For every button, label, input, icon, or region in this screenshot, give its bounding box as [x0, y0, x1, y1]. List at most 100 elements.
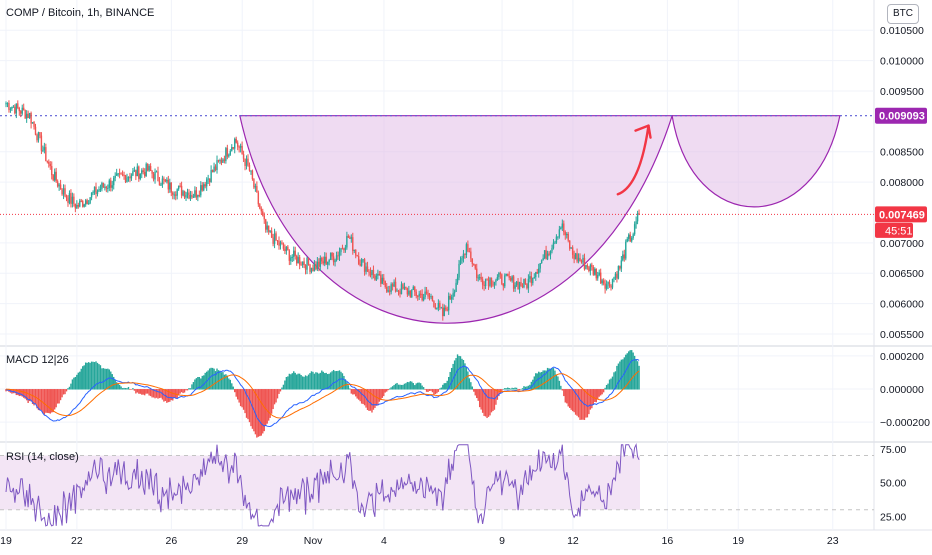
macd-histogram-bar: [571, 389, 574, 412]
candle-body: [427, 293, 429, 297]
macd-histogram-bar: [104, 368, 106, 390]
candle-body: [447, 295, 450, 311]
macd-histogram-bar: [284, 380, 286, 390]
candle-body: [216, 160, 218, 170]
macd-histogram-bar: [452, 363, 454, 390]
candle-body: [629, 234, 631, 242]
candle-body: [588, 267, 590, 272]
handle-pattern-shape: [671, 115, 841, 208]
macd-histogram-bar: [298, 373, 301, 390]
macd-histogram-bar: [83, 365, 85, 390]
candle-body: [310, 267, 313, 272]
macd-histogram-bar: [512, 388, 515, 390]
candle-body: [434, 307, 437, 309]
candle-body: [56, 181, 59, 187]
macd-histogram-bar: [64, 389, 66, 395]
candle-body: [419, 293, 422, 295]
candle-body: [332, 256, 335, 263]
macd-histogram-bar: [287, 376, 289, 390]
candle-body: [297, 257, 299, 264]
candle-body: [409, 290, 412, 298]
candle-body: [33, 122, 35, 127]
macd-histogram-bar: [403, 383, 406, 390]
macd-histogram-bar: [507, 387, 509, 390]
candle-body: [269, 230, 271, 232]
candle-body: [138, 166, 140, 179]
candle-body: [173, 194, 175, 196]
candle-body: [496, 277, 499, 281]
macd-histogram-bar: [324, 373, 326, 390]
macd-histogram-bar: [265, 389, 267, 426]
candle-body: [402, 284, 404, 289]
candle-body: [265, 219, 267, 230]
candle-body: [250, 170, 252, 172]
macd-histogram-bar: [620, 359, 623, 390]
macd-histogram-bar: [437, 389, 440, 392]
macd-histogram-bar: [92, 361, 94, 390]
price-tick-label: 0.010500: [880, 25, 924, 37]
candle-body: [20, 111, 22, 114]
candle-body: [527, 278, 530, 289]
candle-body: [580, 261, 583, 263]
macd-histogram-bar: [309, 373, 311, 390]
candle-body: [517, 281, 519, 290]
price-tick-label: 0.010000: [880, 56, 924, 68]
macd-histogram-bar: [110, 371, 112, 390]
candle-body: [186, 192, 189, 195]
candle-body: [352, 237, 354, 251]
candle-body: [203, 184, 205, 191]
macd-histogram-bar: [394, 383, 397, 390]
candle-body: [98, 189, 100, 192]
candle-body: [82, 200, 84, 207]
macd-histogram-bar: [561, 389, 564, 391]
macd-histogram-bar: [142, 389, 144, 395]
macd-histogram-bar: [301, 376, 304, 390]
candle-body: [552, 242, 555, 249]
candle-body: [473, 263, 475, 265]
candle-body: [411, 289, 413, 298]
candle-body: [610, 285, 612, 288]
candle-body: [285, 246, 288, 252]
candle-body: [267, 225, 270, 232]
macd-histogram-bar: [300, 375, 302, 390]
macd-histogram-bar: [182, 389, 184, 394]
candle-body: [179, 185, 181, 187]
macd-tick-label: −0.000200: [880, 417, 930, 429]
macd-histogram-bar: [326, 374, 329, 390]
candle-body: [365, 266, 367, 272]
candle-body: [421, 293, 423, 301]
macd-histogram-bar: [453, 360, 456, 390]
macd-histogram-bar: [84, 362, 87, 390]
macd-histogram-bar: [493, 389, 496, 410]
macd-histogram-bar: [502, 388, 504, 390]
macd-histogram-bar: [356, 389, 358, 399]
macd-histogram-bar: [471, 386, 474, 390]
candle-body: [357, 256, 360, 264]
currency-button[interactable]: BTC: [887, 4, 919, 24]
macd-histogram-bar: [399, 384, 401, 390]
candle-body: [52, 175, 54, 181]
candle-body: [514, 285, 516, 289]
candle-body: [564, 232, 566, 236]
candle-body: [542, 258, 544, 261]
macd-histogram-bar: [186, 389, 189, 391]
candle-body: [242, 154, 245, 159]
candle-body: [231, 147, 233, 151]
candle-body: [455, 282, 457, 292]
macd-histogram-bar: [121, 388, 124, 390]
macd-histogram-bar: [126, 388, 128, 390]
macd-histogram-bar: [34, 389, 37, 405]
candle-body: [129, 176, 131, 179]
candle-body: [512, 276, 515, 289]
candle-body: [505, 273, 507, 276]
candle-body: [574, 253, 577, 260]
time-tick-label: Nov: [304, 535, 323, 547]
macd-histogram-bar: [496, 389, 499, 400]
macd-histogram-bar: [68, 386, 71, 390]
macd-tick-label: 0.000000: [880, 384, 924, 396]
candle-body: [313, 264, 316, 272]
macd-histogram-bar: [628, 351, 630, 390]
candle-body: [390, 284, 392, 292]
macd-histogram-bar: [250, 389, 252, 427]
candle-body: [225, 148, 227, 162]
